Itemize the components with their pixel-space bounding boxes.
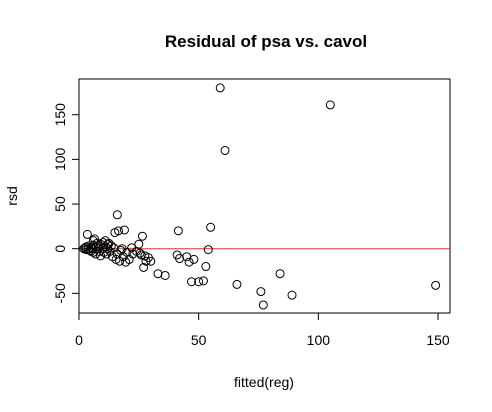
- data-point: [113, 226, 123, 236]
- y-axis-label: rsd: [4, 186, 20, 205]
- data-point: [160, 270, 170, 280]
- data-point: [173, 226, 183, 236]
- data-point: [201, 262, 211, 272]
- data-point: [82, 229, 92, 239]
- data-point: [134, 239, 144, 249]
- data-point: [256, 287, 266, 297]
- data-point: [220, 145, 230, 155]
- data-point: [203, 245, 213, 255]
- data-point: [325, 100, 335, 110]
- data-point: [106, 241, 116, 251]
- data-point: [194, 277, 204, 287]
- data-point: [119, 225, 129, 235]
- y-tick-label: 0: [52, 245, 68, 253]
- data-points: [79, 83, 441, 310]
- y-tick-label: 50: [52, 196, 68, 212]
- data-point: [215, 83, 225, 93]
- data-point: [198, 276, 208, 286]
- data-point: [275, 269, 285, 279]
- x-tick-label: 150: [426, 332, 450, 348]
- chart-title: Residual of psa vs. cavol: [165, 32, 367, 51]
- y-tick-label: -50: [52, 283, 68, 303]
- x-tick-label: 0: [75, 332, 83, 348]
- x-axis-label: fitted(reg): [234, 374, 294, 390]
- data-point: [146, 256, 156, 266]
- data-point: [189, 254, 199, 264]
- plot-frame: [78, 78, 451, 314]
- data-point: [206, 222, 216, 232]
- data-point: [184, 257, 194, 267]
- data-point: [137, 231, 147, 241]
- data-point: [135, 248, 145, 258]
- x-tick-label: 100: [307, 332, 331, 348]
- data-point: [112, 210, 122, 220]
- data-point: [431, 280, 441, 290]
- data-point: [175, 254, 185, 264]
- data-point: [186, 277, 196, 287]
- data-point: [116, 245, 126, 255]
- data-point: [98, 237, 108, 247]
- data-point: [139, 262, 149, 272]
- data-point: [287, 290, 297, 300]
- y-axis: -50 0 50 100 150: [52, 103, 79, 303]
- y-tick-label: 150: [52, 103, 68, 127]
- y-tick-label: 100: [52, 147, 68, 171]
- data-point: [258, 300, 268, 310]
- x-axis: 0 50 100 150: [75, 313, 450, 348]
- data-point: [232, 279, 242, 289]
- x-tick-label: 50: [191, 332, 207, 348]
- data-point: [153, 269, 163, 279]
